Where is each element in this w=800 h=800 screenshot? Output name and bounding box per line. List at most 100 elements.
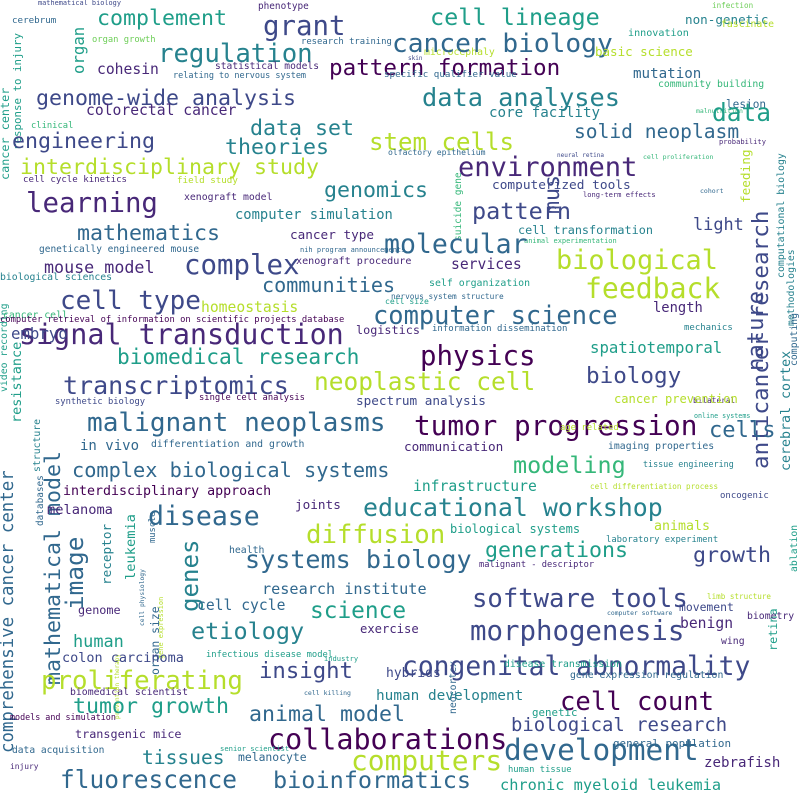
word: mathematics <box>77 221 221 247</box>
word: lesion <box>726 97 767 111</box>
word: melanoma <box>47 502 113 519</box>
word: cancer prevention <box>614 391 738 406</box>
word: transgenic mice <box>75 726 182 741</box>
word: interdisciplinary approach <box>63 484 272 500</box>
word: muscle <box>147 511 158 543</box>
word: biological research <box>511 713 728 736</box>
word: genome <box>78 603 121 618</box>
word: health <box>229 545 265 557</box>
word: tumor growth <box>73 694 230 720</box>
word: cancer biology <box>392 28 613 59</box>
word: spatiotemporal <box>590 338 723 358</box>
word: synthetic biology <box>55 396 146 407</box>
word: genetically engineered mouse <box>39 244 200 256</box>
word: pattern <box>472 197 572 226</box>
word: human tissue <box>508 764 572 775</box>
word: diffusion <box>306 519 446 550</box>
word: biological systems <box>450 521 581 536</box>
word: software tools <box>472 584 688 615</box>
word: microcephaly <box>424 47 495 59</box>
word: non-genetic <box>685 11 769 27</box>
word: animal model <box>249 702 406 728</box>
word: cerebrum <box>12 15 57 27</box>
word: computer simulation <box>235 206 393 223</box>
word: proliferating <box>41 666 243 697</box>
word: cell killing <box>304 689 351 698</box>
word: grant <box>263 11 346 43</box>
word: cell type <box>60 285 201 316</box>
word: fascinate <box>721 19 775 31</box>
word: human development <box>376 688 524 705</box>
word: infrastructure <box>413 478 537 496</box>
word: relating to nervous system <box>173 70 307 81</box>
word: solid neoplasm <box>574 120 740 144</box>
word: oncogenic <box>720 491 769 502</box>
word: etiology <box>191 617 305 646</box>
word: cell size <box>385 295 429 306</box>
word: biology <box>586 362 682 389</box>
word: bioinformatics <box>273 765 472 794</box>
word: cells <box>709 417 776 444</box>
word: resistance <box>9 341 26 423</box>
word: olfactory epithelium <box>388 146 486 157</box>
word: neural retina <box>557 151 604 159</box>
word: laboratory experiment <box>606 534 719 545</box>
word: communication <box>404 439 504 455</box>
word: ablation <box>789 524 800 572</box>
word: computing <box>789 312 800 366</box>
word: tissue engineering <box>643 458 734 469</box>
word: cohort <box>700 187 724 196</box>
word: biological sciences <box>0 272 113 284</box>
word: cell cycle kinetics <box>23 175 128 186</box>
word: theories <box>225 135 330 161</box>
word: cell physiology <box>138 569 146 626</box>
word: malignant neoplasms <box>87 407 386 438</box>
word: feedback <box>585 272 721 306</box>
word: fluorescence <box>60 765 238 795</box>
word: leukemia <box>123 514 140 580</box>
word: data acquisition <box>12 744 105 756</box>
word: growth <box>693 543 772 569</box>
word: computer retrieval of information on sci… <box>0 315 345 326</box>
word: biomedical research <box>117 344 360 370</box>
word: mus <box>540 174 566 214</box>
word: clinical <box>31 121 74 132</box>
word: cancer cell <box>3 310 68 322</box>
word: collaborations <box>268 723 508 757</box>
word: biological <box>556 245 718 277</box>
word: educational workshop <box>363 492 663 522</box>
word: research institute <box>262 580 427 599</box>
word: cell differentiation process <box>590 482 719 492</box>
word: homeostasis <box>201 299 299 317</box>
word: cancer type <box>290 227 375 243</box>
word: genetic <box>532 706 578 720</box>
word: complex biological systems <box>72 458 390 483</box>
word: computers <box>351 744 503 778</box>
word: general population <box>613 736 732 750</box>
word: logistics <box>356 322 420 337</box>
word: pattern formation <box>329 54 561 81</box>
word: data analyses <box>422 83 620 113</box>
word: information dissemination <box>432 323 568 334</box>
word: innovation <box>628 28 689 40</box>
word: cell lineage <box>430 3 600 32</box>
word: transcriptomics <box>63 371 289 401</box>
word: self organization <box>429 278 531 290</box>
word: spectrum analysis <box>356 393 486 409</box>
word: genomics <box>324 178 429 204</box>
word: signal transduction <box>19 318 344 352</box>
word: services <box>451 256 522 274</box>
word: cancer center <box>0 87 13 180</box>
word: single cell analysis <box>199 393 305 404</box>
word: xenograft model <box>184 192 273 204</box>
word: injury <box>10 761 39 771</box>
word: in vivo <box>80 437 140 454</box>
word: structure <box>32 418 44 472</box>
word: specific qualifier value <box>384 69 517 81</box>
word: biomedical scientist <box>70 687 188 699</box>
word: data <box>712 98 772 128</box>
word: basic science <box>595 44 693 60</box>
word: stem cells <box>369 128 515 157</box>
word: insight <box>259 658 353 685</box>
